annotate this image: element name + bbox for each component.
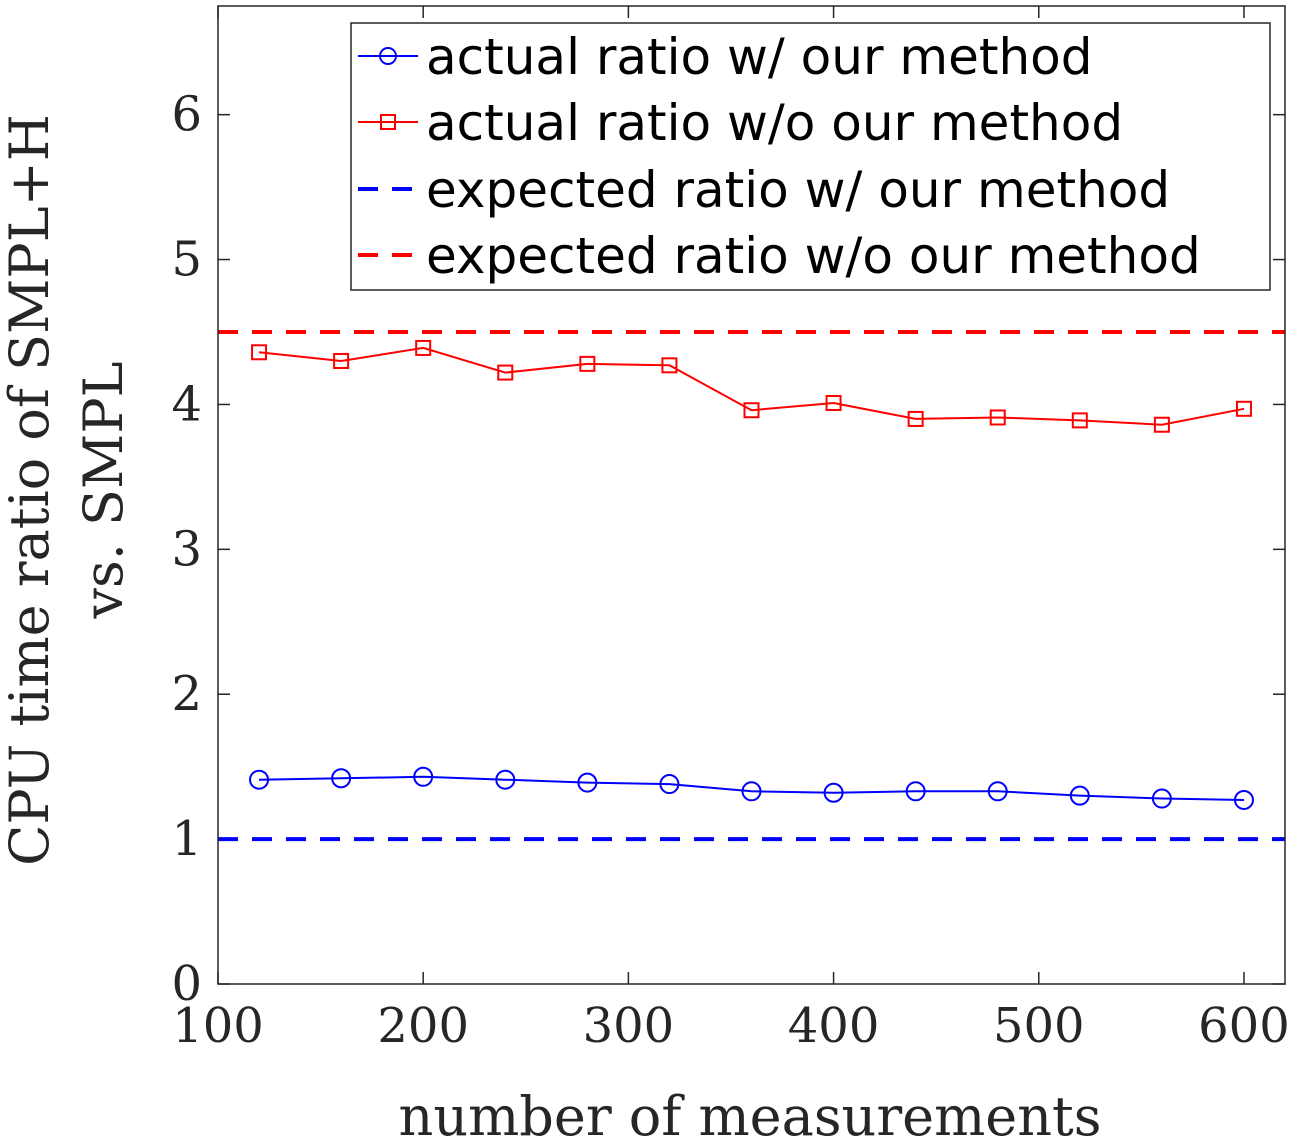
y-axis-label-line-2: vs. SMPL — [72, 361, 135, 619]
series-0-point — [741, 781, 762, 802]
legend-marker-circle — [379, 47, 397, 65]
x-tick-label: 200 — [377, 998, 469, 1054]
series-1-point — [1235, 400, 1252, 417]
y-axis-label-line-1: CPU time ratio of SMPL+H — [0, 114, 61, 866]
y-tick-label: 4 — [171, 376, 202, 432]
tick-labels: 100 200 300 400 500 600 0 1 2 3 4 5 6 — [171, 87, 1289, 1054]
y-tick-label: 5 — [171, 232, 202, 288]
y-tick-label: 2 — [171, 666, 202, 722]
legend: actual ratio w/ our method actual ratio … — [350, 22, 1271, 291]
legend-marker-square — [380, 114, 396, 130]
y-tick-label: 0 — [171, 956, 202, 1012]
series-1-point — [497, 364, 514, 381]
y-tick-label: 3 — [171, 521, 202, 577]
series-1-point — [251, 344, 268, 361]
series-0-point — [1233, 789, 1254, 810]
series-0-point — [249, 769, 270, 790]
legend-entry-actual-with: actual ratio w/ our method — [358, 28, 1092, 86]
legend-entry-expected-with: expected ratio w/ our method — [358, 161, 1170, 219]
series-0-point — [495, 769, 516, 790]
x-tick-label: 400 — [788, 998, 880, 1054]
x-tick-label: 300 — [583, 998, 675, 1054]
legend-box — [350, 22, 1271, 291]
series-1-point — [743, 402, 760, 419]
series-1-point — [989, 409, 1006, 426]
y-tick-label: 6 — [171, 87, 202, 143]
series-1-line — [258, 346, 1245, 426]
series-0-point — [987, 781, 1008, 802]
legend-entry-actual-without: actual ratio w/o our method — [358, 94, 1123, 152]
plot-frame — [217, 5, 1286, 985]
legend-label-actual-without: actual ratio w/o our method — [426, 94, 1123, 152]
legend-label-actual-with: actual ratio w/ our method — [426, 28, 1092, 86]
series-0-point — [1151, 788, 1172, 809]
series-1-point — [825, 394, 842, 411]
series-0-point — [331, 768, 352, 789]
series-0-point — [659, 774, 680, 795]
x-tick-label: 100 — [172, 998, 264, 1054]
y-tick-label: 1 — [171, 811, 202, 867]
series-1-point — [1153, 416, 1170, 433]
series-0-point — [413, 766, 434, 787]
series-1-point — [415, 339, 432, 356]
x-axis-label: number of measurements — [399, 1085, 1102, 1146]
series-0-point — [1069, 785, 1090, 806]
series-1-point — [661, 357, 678, 374]
series-layer — [218, 330, 1285, 842]
legend-label-expected-with: expected ratio w/ our method — [426, 161, 1170, 219]
series-1-point — [1071, 412, 1088, 429]
x-tick-label: 500 — [993, 998, 1085, 1054]
x-tick-label: 600 — [1198, 998, 1290, 1054]
legend-label-expected-without: expected ratio w/o our method — [426, 227, 1201, 285]
series-0-point — [905, 781, 926, 802]
legend-entry-expected-without: expected ratio w/o our method — [358, 227, 1201, 285]
series-1-point — [907, 410, 924, 427]
series-1-point — [333, 352, 350, 369]
series-0-line — [258, 775, 1245, 801]
series-1-point — [579, 355, 596, 372]
series-0-point — [823, 782, 844, 803]
series-0-point — [577, 772, 598, 793]
